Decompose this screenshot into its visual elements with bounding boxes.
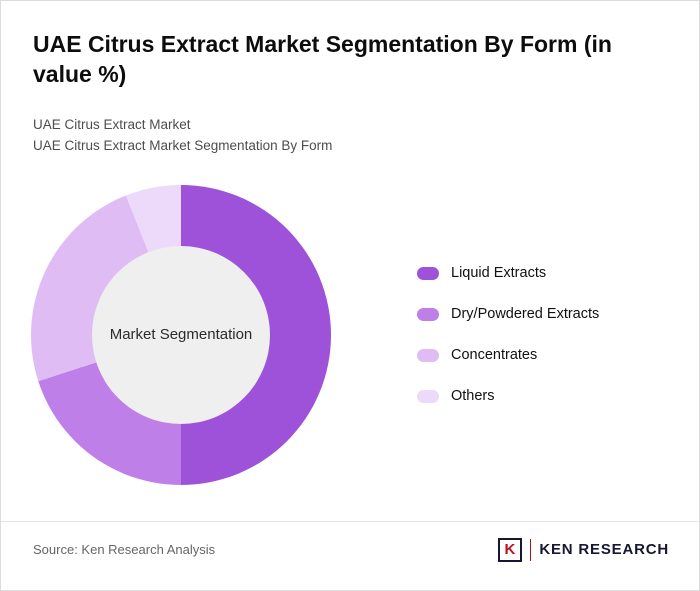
legend-label: Liquid Extracts xyxy=(451,265,547,282)
footer: Source: Ken Research Analysis K KEN RESE… xyxy=(1,522,699,562)
legend-swatch xyxy=(417,389,439,403)
legend-item: Dry/Powdered Extracts xyxy=(417,306,599,322)
legend-item: Liquid Extracts xyxy=(417,265,599,281)
donut-center-label: Market Segmentation xyxy=(109,326,253,344)
chart-area: Market Segmentation Liquid Extracts Dry/P… xyxy=(31,184,699,485)
subtitle-market: UAE Citrus Extract Market xyxy=(33,116,191,132)
legend-item: Concentrates xyxy=(417,347,599,363)
legend-swatch xyxy=(417,307,439,321)
logo-text: KEN RESEARCH xyxy=(539,541,669,559)
ken-research-logo: K KEN RESEARCH xyxy=(497,537,669,562)
chart-subtitles: UAE Citrus Extract Market UAE Citrus Ext… xyxy=(33,114,667,157)
legend-label: Dry/Powdered Extracts xyxy=(451,306,600,323)
legend-label: Others xyxy=(451,388,495,405)
legend-label: Concentrates xyxy=(451,347,538,364)
legend-swatch xyxy=(417,266,439,280)
donut-chart: Market Segmentation xyxy=(31,184,331,485)
logo-k-icon: K xyxy=(497,537,522,562)
footer-divider xyxy=(1,520,699,522)
page-title: UAE Citrus Extract Market Segmentation B… xyxy=(33,31,612,88)
legend-item: Others xyxy=(417,388,599,404)
legend-swatch xyxy=(417,348,439,362)
subtitle-segmentation: UAE Citrus Extract Market Segmentation B… xyxy=(33,138,333,154)
donut-hole: Market Segmentation xyxy=(92,245,270,424)
chart-legend: Liquid Extracts Dry/Powdered Extracts Conc… xyxy=(417,265,599,404)
source-text: Source: Ken Research Analysis xyxy=(33,542,216,558)
logo-divider xyxy=(529,538,532,561)
